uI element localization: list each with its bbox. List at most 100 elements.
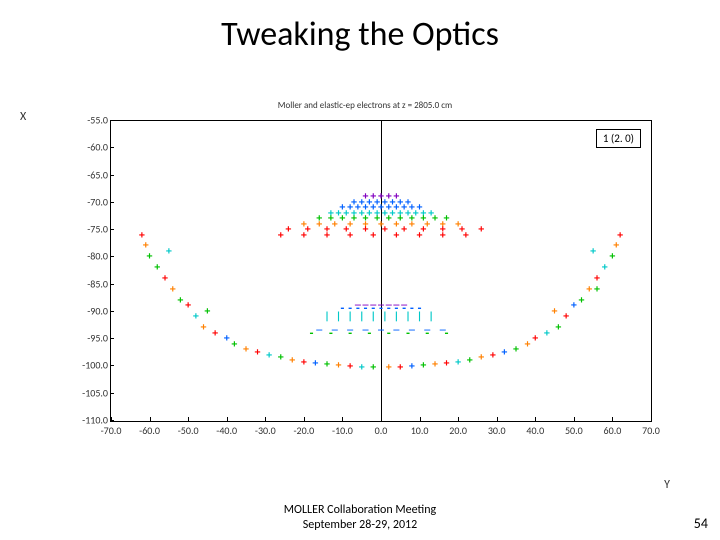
ytick-mark xyxy=(110,147,114,148)
xtick: -10.0 xyxy=(332,424,353,437)
ytick-mark xyxy=(110,175,114,176)
xtick-mark xyxy=(651,417,652,421)
data-point: + xyxy=(336,361,342,371)
data-point: + xyxy=(467,356,473,366)
data-point: + xyxy=(339,214,345,224)
data-point: + xyxy=(401,225,407,235)
ytick-mark xyxy=(110,420,114,421)
xtick-mark xyxy=(458,417,459,421)
data-point: + xyxy=(301,231,307,241)
data-point: - xyxy=(347,329,353,339)
data-point: + xyxy=(359,363,365,373)
xtick-mark xyxy=(574,417,575,421)
data-point: + xyxy=(409,220,415,230)
data-point: + xyxy=(278,231,284,241)
plot-area: 1 (2. 0) -70.0-60.0-50.0-40.0-30.0-20.0-… xyxy=(110,120,652,422)
xtick-mark xyxy=(612,417,613,421)
xtick-mark xyxy=(420,417,421,421)
ytick-mark xyxy=(110,120,114,121)
ytick-mark xyxy=(110,229,114,230)
data-point: + xyxy=(478,225,484,235)
footer-line2: September 28-29, 2012 xyxy=(303,518,417,532)
ytick-mark xyxy=(110,311,114,312)
data-point: + xyxy=(490,351,496,361)
data-point: + xyxy=(347,231,353,241)
ytick: -60.0 xyxy=(70,141,108,154)
data-point: + xyxy=(332,220,338,230)
data-point: + xyxy=(513,345,519,355)
data-point: + xyxy=(266,351,272,361)
data-point: + xyxy=(501,348,507,358)
data-point: + xyxy=(177,296,183,306)
page-title: Tweaking the Optics xyxy=(0,14,720,55)
data-point: + xyxy=(312,359,318,369)
xtick: -40.0 xyxy=(216,424,237,437)
xtick-mark xyxy=(342,417,343,421)
data-point: + xyxy=(478,353,484,363)
data-point: + xyxy=(613,241,619,251)
data-point: + xyxy=(544,329,550,339)
ytick: -110.0 xyxy=(70,414,108,427)
data-point: + xyxy=(444,359,450,369)
data-point: + xyxy=(255,348,261,358)
data-point: + xyxy=(393,220,399,230)
data-point: + xyxy=(147,252,153,262)
centerline xyxy=(381,121,382,421)
data-point: + xyxy=(525,340,531,350)
xtick: 10.0 xyxy=(411,424,429,437)
xtick-mark xyxy=(497,417,498,421)
data-point: + xyxy=(154,263,160,273)
data-point: + xyxy=(440,231,446,241)
data-point: + xyxy=(170,285,176,295)
data-point: + xyxy=(602,263,608,273)
data-point: + xyxy=(193,312,199,322)
ytick: -65.0 xyxy=(70,168,108,181)
data-point: + xyxy=(432,214,438,224)
data-point: + xyxy=(397,363,403,373)
data-point: - xyxy=(386,329,392,339)
scatter-chart: Moller and elastic-ep electrons at z = 2… xyxy=(70,120,660,460)
data-point: + xyxy=(594,285,600,295)
data-point: + xyxy=(139,231,145,241)
ytick: -55.0 xyxy=(70,114,108,127)
data-point: + xyxy=(289,356,295,366)
ytick-mark xyxy=(110,256,114,257)
data-point: + xyxy=(231,340,237,350)
data-point: + xyxy=(563,312,569,322)
data-point: + xyxy=(212,329,218,339)
chart-subtitle: Moller and elastic-ep electrons at z = 2… xyxy=(70,100,660,111)
ytick-mark xyxy=(110,338,114,339)
ytick-mark xyxy=(110,365,114,366)
data-point: + xyxy=(386,214,392,224)
ytick-mark xyxy=(110,393,114,394)
data-point: + xyxy=(590,247,596,257)
data-point: | xyxy=(324,312,330,322)
data-point: - xyxy=(424,329,430,339)
data-point: | xyxy=(417,312,423,322)
data-point: + xyxy=(185,301,191,311)
data-point: + xyxy=(301,358,307,368)
ytick: -70.0 xyxy=(70,195,108,208)
data-point: + xyxy=(363,225,369,235)
data-point: + xyxy=(204,307,210,317)
data-point: + xyxy=(555,323,561,333)
data-point: + xyxy=(382,225,388,235)
data-point: + xyxy=(370,363,376,373)
data-point: + xyxy=(224,334,230,344)
data-point: + xyxy=(143,241,149,251)
ytick: -100.0 xyxy=(70,359,108,372)
data-point: - xyxy=(366,329,372,339)
data-point: - xyxy=(405,329,411,339)
data-point: + xyxy=(579,296,585,306)
data-point: + xyxy=(347,362,353,372)
data-point: + xyxy=(432,360,438,370)
data-point: + xyxy=(285,225,291,235)
ytick-mark xyxy=(110,202,114,203)
ytick: -105.0 xyxy=(70,386,108,399)
ytick: -85.0 xyxy=(70,277,108,290)
data-point: + xyxy=(463,231,469,241)
xtick: 30.0 xyxy=(488,424,506,437)
page-number: 54 xyxy=(694,515,708,532)
xtick-mark xyxy=(227,417,228,421)
data-point: + xyxy=(586,285,592,295)
